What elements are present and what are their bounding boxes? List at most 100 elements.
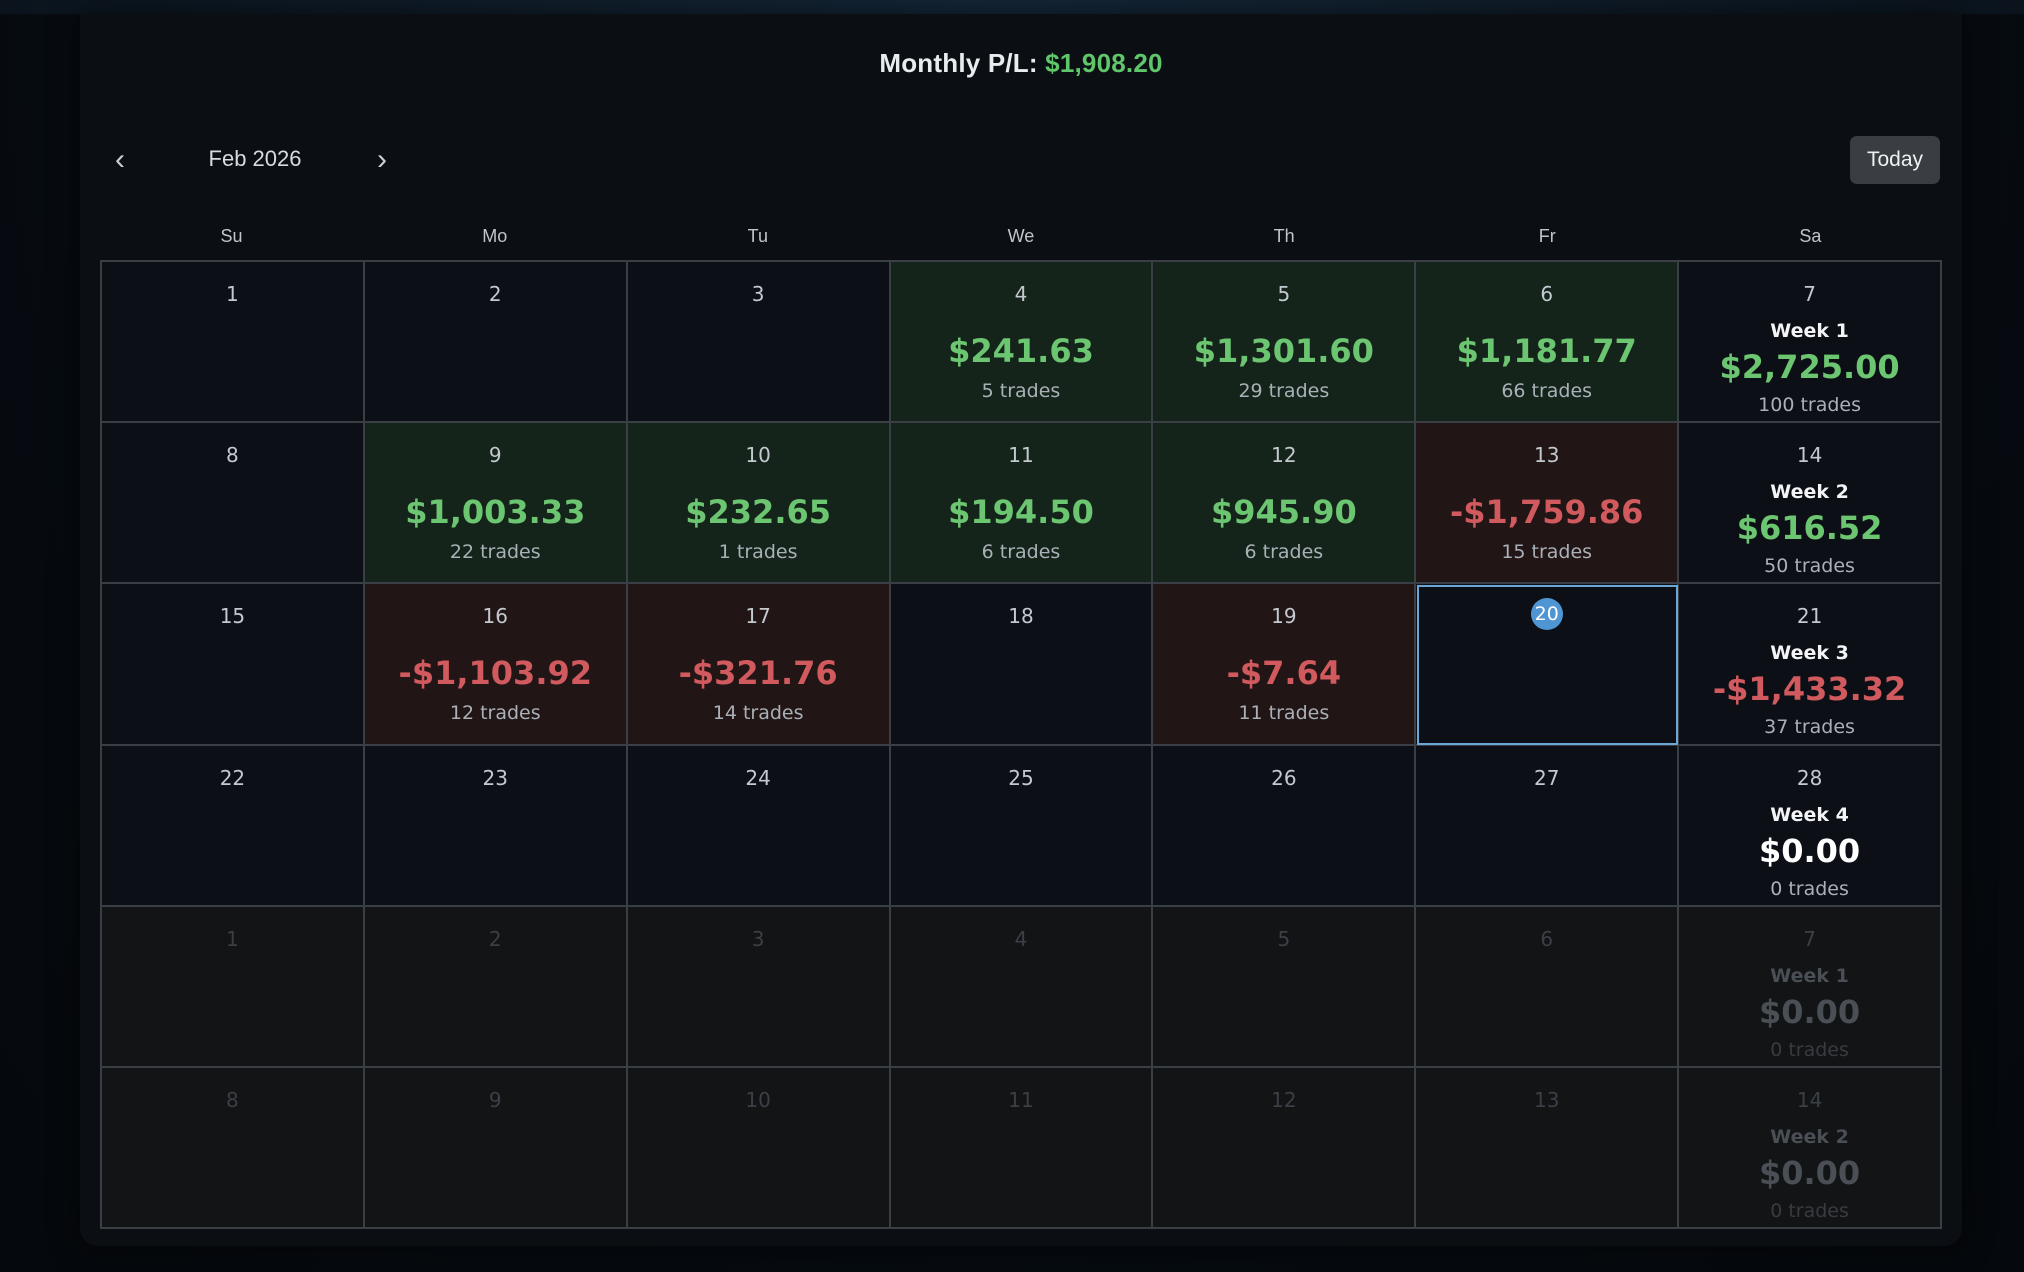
day-number: 28: [1796, 765, 1823, 790]
weekday-header: Su Mo Tu We Th Fr Sa: [100, 226, 1942, 262]
day-cell[interactable]: 12 $945.90 6 trades: [1153, 423, 1417, 585]
calendar-grid: 1 2 3 4 $241.63 5 trades 5 $1,301.60 29 trades 6 $…: [100, 260, 1942, 1229]
day-number: 1: [226, 282, 239, 306]
day-cell[interactable]: 18: [890, 584, 1154, 746]
day-number: 19: [1271, 604, 1297, 629]
day-cell[interactable]: 23: [364, 745, 628, 907]
day-trade-count: 12 trades: [449, 702, 541, 725]
day-trade-count: 22 trades: [449, 541, 541, 564]
day-cell[interactable]: 5: [1153, 906, 1417, 1068]
day-trade-count: 1 trades: [718, 541, 798, 564]
month-label: Feb 2026: [208, 146, 302, 171]
day-number: 11: [1008, 1087, 1034, 1112]
day-cell-today[interactable]: 20: [1416, 584, 1680, 746]
week-summary-cell[interactable]: 21 Week 3 -$1,433.32 37 trades: [1679, 584, 1942, 746]
week-summary-cell[interactable]: 7 Week 1 $2,725.00 100 trades: [1679, 262, 1942, 424]
day-number: 9: [488, 443, 502, 468]
day-cell[interactable]: 15: [102, 584, 365, 746]
weekday-label: Tu: [747, 226, 769, 246]
weekday-label: Th: [1273, 226, 1295, 246]
day-pl: -$321.76: [678, 654, 838, 693]
day-cell[interactable]: 2: [364, 262, 628, 424]
week-pl: -$1,433.32: [1712, 670, 1907, 709]
day-pl: $1,003.33: [405, 493, 586, 532]
day-number: 1: [226, 926, 239, 951]
day-number: 8: [226, 1087, 239, 1112]
day-cell[interactable]: 10 $232.65 1 trades: [627, 423, 891, 585]
day-cell[interactable]: 25: [890, 745, 1154, 907]
day-cell[interactable]: 19 -$7.64 11 trades: [1153, 584, 1417, 746]
day-pl: -$7.64: [1226, 654, 1342, 693]
day-cell[interactable]: 13: [1416, 1067, 1680, 1229]
day-trade-count: 66 trades: [1501, 380, 1593, 402]
day-cell[interactable]: 1: [102, 906, 365, 1068]
monthly-pl-label: Monthly P/L:: [879, 48, 1038, 78]
day-cell[interactable]: 11 $194.50 6 trades: [890, 423, 1154, 585]
week-summary-cell[interactable]: 14 Week 2 $0.00 0 trades: [1679, 1067, 1942, 1229]
day-pl: $241.63: [948, 332, 1094, 370]
day-cell[interactable]: 12: [1153, 1067, 1417, 1229]
chevron-left-icon[interactable]: ‹: [115, 143, 125, 176]
week-pl: $2,725.00: [1719, 348, 1900, 386]
weekday-label: We: [1007, 226, 1035, 246]
day-number: 21: [1796, 604, 1823, 629]
day-number: 12: [1271, 443, 1297, 468]
day-cell[interactable]: 8: [102, 1067, 365, 1229]
day-pl: $1,301.60: [1193, 332, 1374, 370]
day-number: 7: [1803, 282, 1816, 306]
day-cell[interactable]: 2: [364, 906, 628, 1068]
day-number: 6: [1540, 282, 1554, 306]
day-number: 26: [1271, 765, 1297, 790]
day-number: 10: [745, 1087, 771, 1112]
day-cell[interactable]: 24: [627, 745, 891, 907]
day-number: 4: [1014, 282, 1028, 306]
week-trade-count: 37 trades: [1764, 716, 1855, 739]
day-cell[interactable]: 22: [102, 745, 365, 907]
day-cell[interactable]: 13 -$1,759.86 15 trades: [1416, 423, 1680, 585]
week-trade-count: 0 trades: [1770, 1038, 1849, 1061]
week-pl: $616.52: [1736, 509, 1883, 548]
day-cell[interactable]: 9: [364, 1067, 628, 1229]
week-summary-cell[interactable]: 7 Week 1 $0.00 0 trades: [1679, 906, 1942, 1068]
day-number: 3: [751, 926, 765, 951]
day-cell[interactable]: 6: [1416, 906, 1680, 1068]
day-cell[interactable]: 1: [102, 262, 365, 424]
day-cell[interactable]: 16 -$1,103.92 12 trades: [364, 584, 628, 746]
chevron-right-icon[interactable]: ›: [377, 143, 387, 176]
day-number: 14: [1796, 443, 1823, 468]
today-button[interactable]: Today: [1850, 136, 1940, 184]
day-cell[interactable]: 4 $241.63 5 trades: [890, 262, 1154, 424]
day-trade-count: 6 trades: [1244, 541, 1324, 564]
day-cell[interactable]: 6 $1,181.77 66 trades: [1416, 262, 1680, 424]
week-pl: $0.00: [1758, 1153, 1861, 1192]
day-number: 5: [1277, 926, 1291, 951]
day-number: 17: [745, 604, 771, 629]
week-summary-cell[interactable]: 14 Week 2 $616.52 50 trades: [1679, 423, 1942, 585]
week-label: Week 2: [1770, 481, 1849, 504]
day-number: 22: [219, 765, 246, 790]
day-cell[interactable]: 5 $1,301.60 29 trades: [1153, 262, 1417, 424]
day-cell[interactable]: 17 -$321.76 14 trades: [627, 584, 891, 746]
day-cell[interactable]: 27: [1416, 745, 1680, 907]
day-cell[interactable]: 4: [890, 906, 1154, 1068]
day-cell[interactable]: 26: [1153, 745, 1417, 907]
day-pl: -$1,103.92: [398, 654, 592, 693]
day-cell[interactable]: 10: [627, 1067, 891, 1229]
day-cell[interactable]: 3: [627, 906, 891, 1068]
week-trade-count: 0 trades: [1770, 877, 1849, 900]
week-summary-cell[interactable]: 28 Week 4 $0.00 0 trades: [1679, 745, 1942, 907]
day-cell[interactable]: 3: [627, 262, 891, 424]
day-number: 18: [1008, 604, 1034, 629]
day-cell[interactable]: 9 $1,003.33 22 trades: [364, 423, 628, 585]
day-number: 2: [488, 282, 502, 306]
day-number: 23: [482, 765, 508, 790]
day-trade-count: 5 trades: [981, 380, 1061, 402]
day-cell[interactable]: 8: [102, 423, 365, 585]
day-number: 10: [745, 443, 771, 468]
day-number: 15: [219, 604, 246, 629]
week-pl: $0.00: [1758, 992, 1861, 1031]
day-number: 13: [1533, 1087, 1560, 1112]
day-cell[interactable]: 11: [890, 1067, 1154, 1229]
day-pl: $945.90: [1210, 493, 1357, 532]
today-day-number: 20: [1530, 598, 1563, 631]
